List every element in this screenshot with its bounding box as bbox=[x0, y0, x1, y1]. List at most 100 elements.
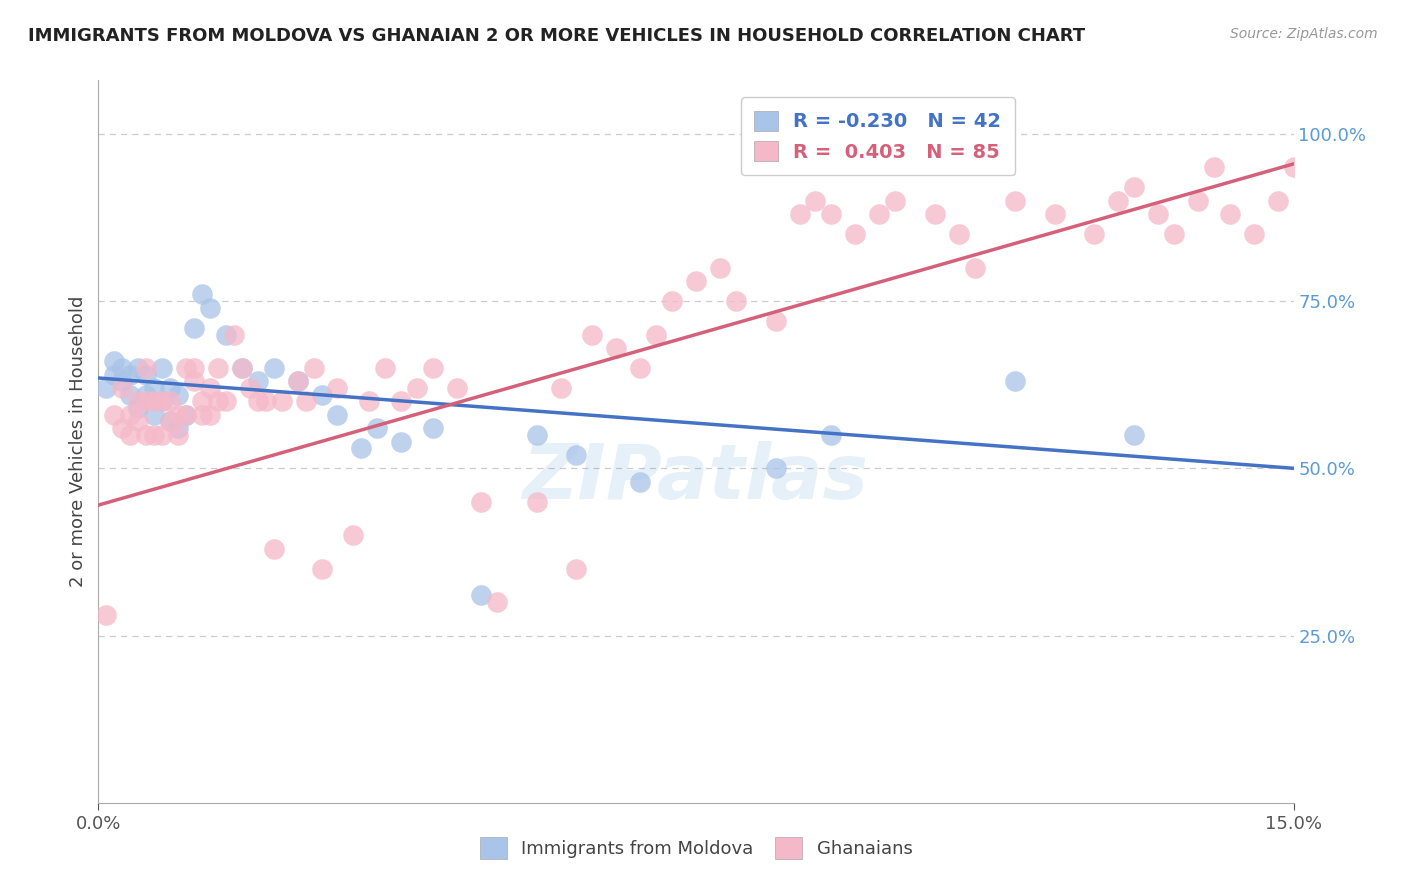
Point bbox=[127, 361, 149, 376]
Point bbox=[366, 421, 388, 435]
Point bbox=[127, 414, 149, 429]
Point bbox=[326, 408, 349, 422]
Point bbox=[389, 394, 412, 409]
Point bbox=[174, 408, 197, 422]
Point bbox=[485, 595, 508, 609]
Point bbox=[143, 427, 166, 442]
Point bbox=[159, 381, 181, 395]
Point bbox=[135, 427, 157, 442]
Text: ZIPatlas: ZIPatlas bbox=[523, 441, 869, 515]
Point bbox=[174, 408, 197, 422]
Point bbox=[96, 381, 118, 395]
Point bbox=[628, 475, 651, 489]
Point bbox=[239, 381, 262, 395]
Point bbox=[581, 327, 603, 342]
Point bbox=[565, 562, 588, 576]
Point bbox=[470, 494, 492, 508]
Point bbox=[143, 381, 166, 395]
Point bbox=[287, 375, 309, 389]
Point bbox=[150, 394, 173, 409]
Point bbox=[526, 427, 548, 442]
Point bbox=[1083, 227, 1105, 242]
Point bbox=[127, 401, 149, 416]
Point bbox=[103, 354, 125, 368]
Point bbox=[111, 421, 134, 435]
Point bbox=[215, 327, 238, 342]
Point bbox=[765, 314, 787, 328]
Point bbox=[254, 394, 277, 409]
Point bbox=[167, 408, 190, 422]
Point bbox=[422, 361, 444, 376]
Point bbox=[167, 421, 190, 435]
Point bbox=[804, 194, 827, 208]
Point bbox=[198, 408, 221, 422]
Point bbox=[120, 427, 142, 442]
Point bbox=[103, 368, 125, 382]
Point bbox=[311, 387, 333, 401]
Point bbox=[167, 427, 190, 442]
Point bbox=[183, 361, 205, 376]
Point bbox=[820, 207, 842, 221]
Point bbox=[868, 207, 890, 221]
Point bbox=[1004, 375, 1026, 389]
Point bbox=[628, 361, 651, 376]
Point bbox=[215, 394, 238, 409]
Point bbox=[1267, 194, 1289, 208]
Point bbox=[1202, 161, 1225, 175]
Point bbox=[111, 375, 134, 389]
Point bbox=[406, 381, 429, 395]
Point bbox=[111, 361, 134, 376]
Point bbox=[948, 227, 970, 242]
Point bbox=[167, 387, 190, 401]
Point bbox=[550, 381, 572, 395]
Point bbox=[174, 361, 197, 376]
Point bbox=[231, 361, 253, 376]
Point bbox=[135, 368, 157, 382]
Point bbox=[1219, 207, 1241, 221]
Point bbox=[342, 528, 364, 542]
Point bbox=[350, 442, 373, 455]
Point bbox=[198, 301, 221, 315]
Point bbox=[302, 361, 325, 376]
Point bbox=[111, 381, 134, 395]
Point bbox=[191, 408, 214, 422]
Point bbox=[207, 394, 229, 409]
Point bbox=[389, 434, 412, 449]
Point bbox=[120, 408, 142, 422]
Point bbox=[143, 394, 166, 409]
Point bbox=[1282, 161, 1305, 175]
Legend: Immigrants from Moldova, Ghanaians: Immigrants from Moldova, Ghanaians bbox=[472, 830, 920, 866]
Point bbox=[120, 387, 142, 401]
Point bbox=[159, 394, 181, 409]
Point bbox=[96, 608, 118, 623]
Text: IMMIGRANTS FROM MOLDOVA VS GHANAIAN 2 OR MORE VEHICLES IN HOUSEHOLD CORRELATION : IMMIGRANTS FROM MOLDOVA VS GHANAIAN 2 OR… bbox=[28, 27, 1085, 45]
Point bbox=[183, 375, 205, 389]
Point bbox=[143, 408, 166, 422]
Point bbox=[135, 361, 157, 376]
Point bbox=[1004, 194, 1026, 208]
Point bbox=[294, 394, 316, 409]
Point bbox=[374, 361, 396, 376]
Point bbox=[1163, 227, 1185, 242]
Point bbox=[103, 408, 125, 422]
Point bbox=[246, 394, 269, 409]
Point bbox=[645, 327, 668, 342]
Point bbox=[963, 260, 986, 275]
Point bbox=[150, 427, 173, 442]
Point bbox=[120, 368, 142, 382]
Point bbox=[326, 381, 349, 395]
Point bbox=[150, 361, 173, 376]
Point bbox=[1043, 207, 1066, 221]
Point bbox=[207, 361, 229, 376]
Point bbox=[246, 375, 269, 389]
Point bbox=[135, 387, 157, 401]
Y-axis label: 2 or more Vehicles in Household: 2 or more Vehicles in Household bbox=[69, 296, 87, 587]
Point bbox=[1243, 227, 1265, 242]
Point bbox=[198, 381, 221, 395]
Point bbox=[685, 274, 707, 288]
Point bbox=[263, 541, 285, 556]
Point bbox=[884, 194, 907, 208]
Point bbox=[150, 394, 173, 409]
Point bbox=[183, 321, 205, 335]
Point bbox=[844, 227, 866, 242]
